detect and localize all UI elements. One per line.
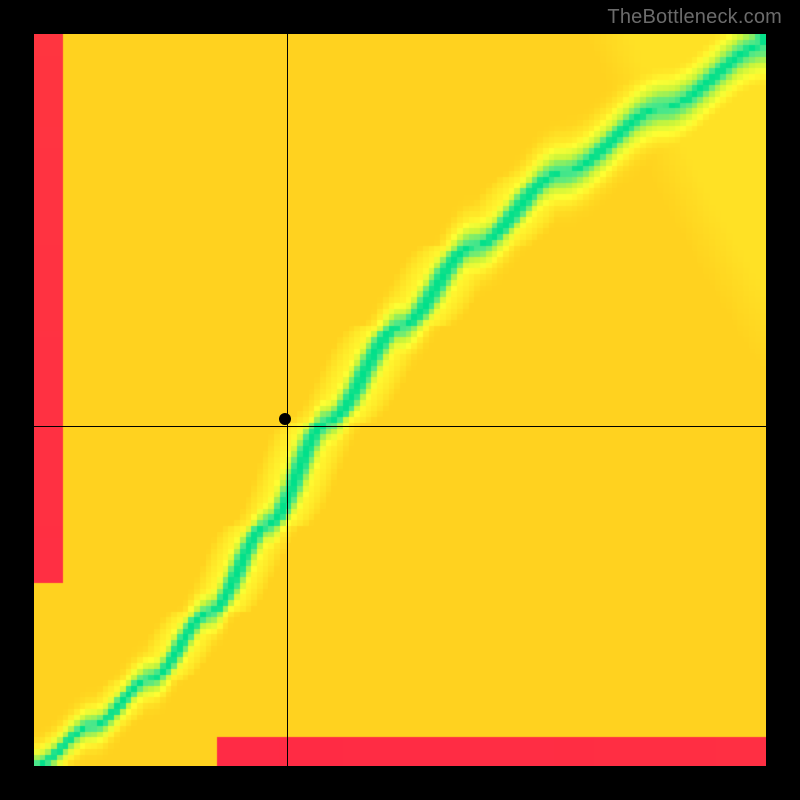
bottleneck-marker-dot <box>279 413 291 425</box>
bottleneck-heatmap <box>34 34 766 766</box>
crosshair-horizontal <box>34 426 766 427</box>
crosshair-vertical <box>287 34 288 766</box>
heatmap-canvas <box>34 34 766 766</box>
watermark-text: TheBottleneck.com <box>607 6 782 29</box>
